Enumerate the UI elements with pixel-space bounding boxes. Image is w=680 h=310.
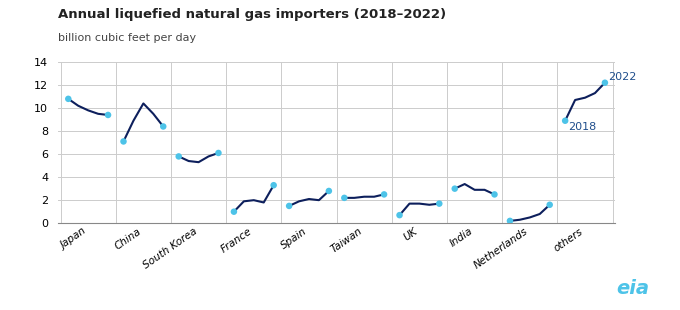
Point [600,80,611,85]
Point [394,213,405,218]
Point [63,96,73,101]
Point [449,186,460,191]
Text: billion cubic feet per day: billion cubic feet per day [58,33,196,42]
Text: Annual liquefied natural gas importers (2018–2022): Annual liquefied natural gas importers (… [58,8,446,21]
Point [544,202,555,207]
Point [173,154,184,159]
Point [158,124,169,129]
Point [379,192,390,197]
Point [324,188,335,193]
Point [213,150,224,155]
Point [228,209,239,214]
Point [268,183,279,188]
Point [284,203,294,208]
Point [118,139,129,144]
Point [489,192,500,197]
Text: 2022: 2022 [608,72,636,82]
Text: 2018: 2018 [568,122,596,132]
Point [103,113,114,117]
Point [560,118,571,123]
Text: eia: eia [616,279,649,298]
Point [505,219,515,224]
Point [434,201,445,206]
Point [339,195,350,200]
